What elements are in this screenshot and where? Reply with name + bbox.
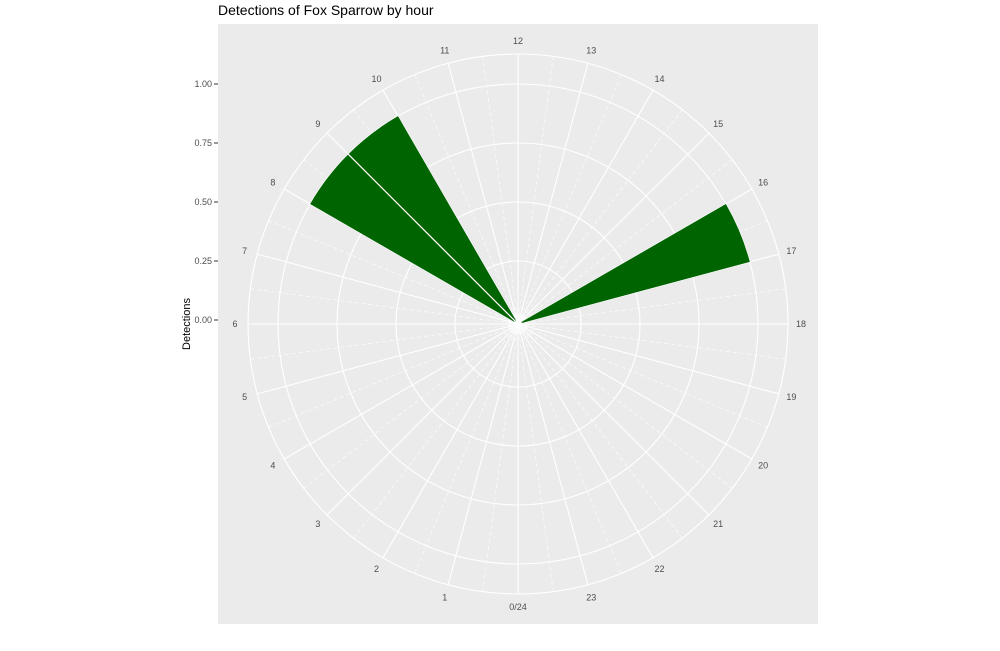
grid-spoke — [517, 132, 710, 325]
grid-spoke — [517, 253, 779, 325]
grid-spoke — [517, 63, 589, 325]
grid-spoke-minor — [482, 56, 519, 325]
hour-label: 23 — [586, 592, 596, 602]
grid-spoke — [517, 323, 710, 516]
grid-layer — [247, 53, 789, 595]
hour-label: 14 — [654, 74, 664, 84]
hour-label: 6 — [232, 319, 237, 329]
grid-spoke-minor — [303, 323, 519, 489]
hour-label: 22 — [654, 564, 664, 574]
hour-label: 12 — [513, 36, 523, 46]
grid-spoke-minor — [517, 323, 786, 360]
grid-spoke — [517, 323, 589, 585]
grid-spoke-minor — [517, 288, 786, 325]
grid-spoke — [517, 89, 654, 325]
y-tick-label: 0.25 — [194, 256, 212, 266]
hour-label: 0/24 — [509, 602, 527, 612]
grid-spoke — [447, 323, 519, 585]
grid-spoke — [257, 253, 519, 325]
hour-label: 18 — [796, 319, 806, 329]
grid-spoke-minor — [517, 74, 622, 325]
grid-spoke-minor — [414, 74, 519, 325]
hour-label: 4 — [270, 461, 275, 471]
y-tick-label: 1.00 — [194, 79, 212, 89]
hour-label: 8 — [270, 178, 275, 188]
grid-spoke — [326, 323, 519, 516]
grid-spoke — [517, 323, 654, 559]
bar-hour-9 — [348, 116, 516, 322]
grid-spoke-minor — [268, 323, 519, 428]
hour-label: 9 — [315, 119, 320, 129]
grid-spoke-minor — [268, 220, 519, 325]
hour-label: 17 — [786, 246, 796, 256]
grid-spoke — [257, 323, 519, 395]
y-axis-title: Detections — [181, 298, 193, 350]
grid-spoke-minor — [414, 323, 519, 574]
hour-label: 15 — [713, 119, 723, 129]
hour-label: 21 — [713, 519, 723, 529]
hour-label: 16 — [758, 178, 768, 188]
grid-spoke-minor — [517, 323, 554, 592]
hour-label: 19 — [786, 392, 796, 402]
hour-label: 7 — [242, 246, 247, 256]
y-axis: 0.00 0.25 0.50 0.75 1.00 — [194, 79, 218, 325]
grid-spoke-minor — [482, 323, 519, 592]
grid-spoke-minor — [517, 109, 683, 325]
grid-spoke-minor — [517, 56, 554, 325]
hour-label: 20 — [758, 461, 768, 471]
grid-spoke — [517, 323, 779, 395]
bar-hour-8 — [310, 154, 516, 322]
bar-layer — [310, 116, 750, 325]
grid-spoke — [382, 323, 519, 559]
hour-label: 13 — [586, 46, 596, 56]
grid-spoke-minor — [517, 323, 622, 574]
grid-spoke-minor — [517, 323, 683, 539]
y-tick-label: 0.00 — [194, 315, 212, 325]
y-tick-label: 0.50 — [194, 197, 212, 207]
grid-spoke-minor — [517, 159, 733, 325]
grid-spoke-minor — [250, 288, 519, 325]
bar-separator — [347, 153, 519, 325]
hour-label: 1 — [442, 592, 447, 602]
grid-spoke — [517, 323, 753, 460]
grid-spoke-minor — [353, 323, 519, 539]
hour-label: 2 — [374, 564, 379, 574]
hour-label: 5 — [242, 392, 247, 402]
grid-spoke — [283, 323, 519, 460]
hour-label: 3 — [315, 519, 320, 529]
hour-label: 10 — [371, 74, 381, 84]
grid-spoke — [447, 63, 519, 325]
hour-label: 11 — [440, 46, 449, 56]
chart-title: Detections of Fox Sparrow by hour — [218, 2, 434, 18]
grid-spoke-minor — [250, 323, 519, 360]
y-tick-label: 0.75 — [194, 138, 212, 148]
grid-spoke-minor — [517, 323, 768, 428]
label-layer: 0/24123456789101112131415161718192021222… — [232, 36, 806, 612]
grid-spoke-minor — [517, 323, 733, 489]
bar-hour-16 — [521, 204, 750, 323]
